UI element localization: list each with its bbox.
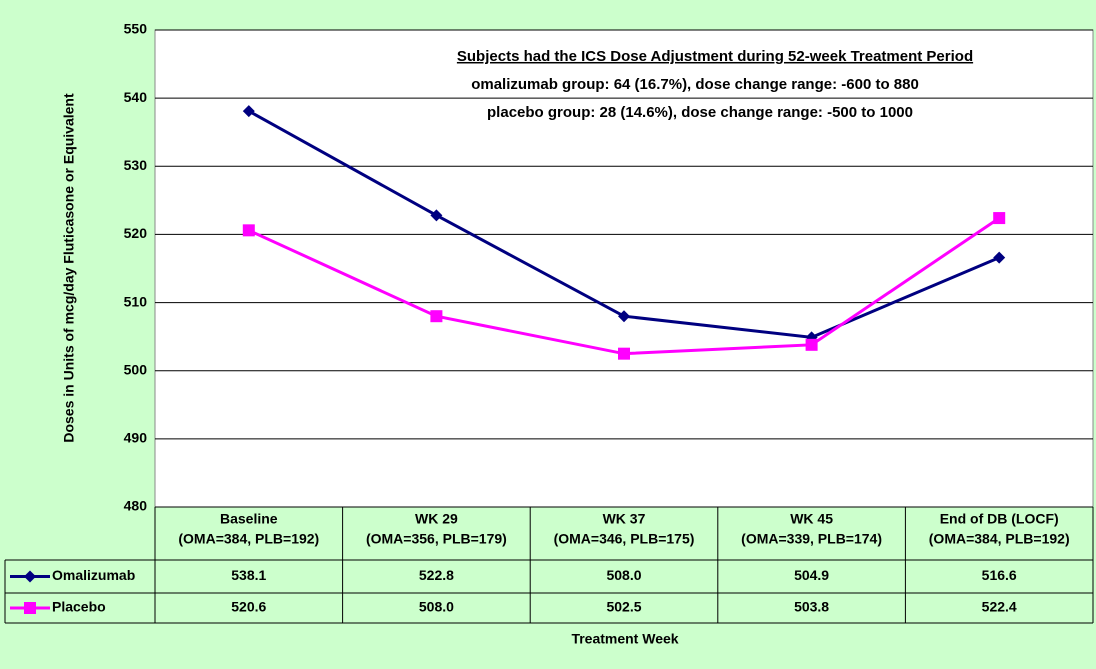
table-value: 516.6 (982, 567, 1017, 583)
plot-area (154, 29, 1094, 508)
table-value: 503.8 (794, 599, 829, 615)
annotation: placebo group: 28 (14.6%), dose change r… (487, 104, 913, 121)
table-value: 504.9 (794, 567, 829, 583)
y-axis-label: Doses in Units of mcg/day Fluticasone or… (61, 93, 77, 443)
table-value: 502.5 (606, 599, 641, 615)
x-tick-label: (OMA=384, PLB=192) (178, 531, 319, 547)
marker (242, 105, 255, 118)
x-tick-label: (OMA=339, PLB=174) (741, 531, 882, 547)
table-value: 520.6 (231, 599, 266, 615)
legend-label: Placebo (52, 599, 106, 615)
marker (993, 212, 1006, 225)
x-tick-label: End of DB (LOCF) (940, 511, 1059, 527)
x-tick-label: Baseline (220, 511, 278, 527)
table-value: 508.0 (606, 567, 641, 583)
y-tick-label: 490 (124, 430, 148, 446)
x-tick-label: (OMA=346, PLB=175) (554, 531, 695, 547)
x-tick-label: (OMA=384, PLB=192) (929, 531, 1070, 547)
table-value: 522.8 (419, 567, 454, 583)
x-tick-label: WK 37 (603, 511, 646, 527)
marker (242, 224, 255, 237)
y-tick-label: 510 (124, 293, 148, 309)
y-tick-label: 540 (124, 89, 148, 105)
y-tick-label: 520 (124, 225, 148, 241)
marker (430, 310, 443, 323)
marker (618, 347, 630, 360)
y-tick-label: 550 (124, 21, 148, 37)
y-tick-label: 480 (124, 498, 148, 514)
y-tick-label: 530 (124, 157, 148, 173)
marker (24, 570, 36, 583)
annotation: omalizumab group: 64 (16.7%), dose chang… (471, 76, 919, 93)
annotation-title: Subjects had the ICS Dose Adjustment dur… (457, 48, 973, 65)
x-tick-label: WK 45 (790, 511, 833, 527)
marker (805, 338, 818, 351)
x-tick-label: WK 29 (415, 511, 458, 527)
marker (24, 602, 36, 614)
marker (618, 310, 630, 323)
x-tick-label: (OMA=356, PLB=179) (366, 531, 507, 547)
marker (993, 251, 1006, 264)
legend-label: Omalizumab (52, 567, 135, 583)
table-value: 538.1 (231, 567, 266, 583)
marker (430, 209, 443, 222)
table-value: 522.4 (982, 599, 1017, 615)
table-value: 508.0 (419, 599, 454, 615)
y-tick-label: 500 (124, 361, 148, 377)
x-axis-label: Treatment Week (571, 631, 678, 647)
